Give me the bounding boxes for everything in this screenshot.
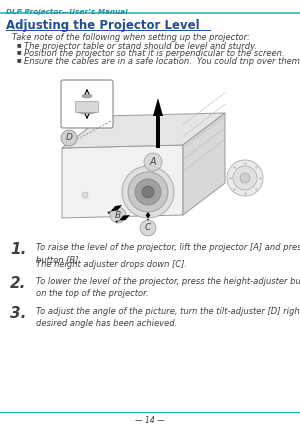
- Ellipse shape: [82, 94, 92, 98]
- Text: ■: ■: [17, 57, 22, 62]
- Circle shape: [140, 220, 156, 236]
- Text: Position the projector so that it is perpendicular to the screen.: Position the projector so that it is per…: [24, 50, 284, 59]
- Text: The projector table or stand should be level and sturdy.: The projector table or stand should be l…: [24, 42, 257, 51]
- Text: ■: ■: [17, 42, 22, 47]
- Circle shape: [240, 173, 250, 183]
- Text: — 14 —: — 14 —: [135, 416, 165, 424]
- Ellipse shape: [76, 106, 98, 114]
- Text: The height adjuster drops down [C].: The height adjuster drops down [C].: [36, 260, 187, 269]
- Polygon shape: [116, 215, 130, 223]
- FancyBboxPatch shape: [61, 80, 113, 128]
- Text: 1.: 1.: [10, 242, 26, 257]
- Circle shape: [233, 166, 257, 190]
- Circle shape: [110, 207, 126, 223]
- Text: ■: ■: [17, 50, 22, 55]
- Polygon shape: [62, 113, 225, 148]
- Polygon shape: [153, 98, 163, 148]
- Circle shape: [128, 172, 168, 212]
- Polygon shape: [183, 113, 225, 215]
- Text: To raise the level of the projector, lift the projector [A] and press the height: To raise the level of the projector, lif…: [36, 243, 300, 264]
- Text: 3.: 3.: [10, 306, 26, 321]
- Text: To lower the level of the projector, press the height-adjuster button and push d: To lower the level of the projector, pre…: [36, 277, 300, 298]
- Text: DLP Projector—User’s Manual: DLP Projector—User’s Manual: [6, 9, 127, 15]
- Circle shape: [144, 153, 162, 171]
- FancyBboxPatch shape: [76, 101, 98, 112]
- Circle shape: [122, 166, 174, 218]
- Circle shape: [227, 160, 263, 196]
- Circle shape: [82, 192, 88, 198]
- Polygon shape: [62, 145, 183, 218]
- Polygon shape: [107, 205, 122, 214]
- Text: C: C: [145, 223, 151, 232]
- Text: Ensure the cables are in a safe location.  You could trip over them.: Ensure the cables are in a safe location…: [24, 57, 300, 66]
- Text: B: B: [115, 210, 121, 220]
- Text: 2.: 2.: [10, 276, 26, 291]
- Text: Adjusting the Projector Level: Adjusting the Projector Level: [6, 19, 200, 32]
- Circle shape: [135, 179, 161, 205]
- Text: D: D: [66, 134, 72, 142]
- Polygon shape: [146, 212, 151, 220]
- Circle shape: [61, 130, 77, 146]
- Text: To adjust the angle of the picture, turn the tilt-adjuster [D] right or left unt: To adjust the angle of the picture, turn…: [36, 307, 300, 328]
- Text: A: A: [150, 157, 156, 167]
- Text: Take note of the following when setting up the projector:: Take note of the following when setting …: [12, 33, 250, 42]
- Circle shape: [142, 186, 154, 198]
